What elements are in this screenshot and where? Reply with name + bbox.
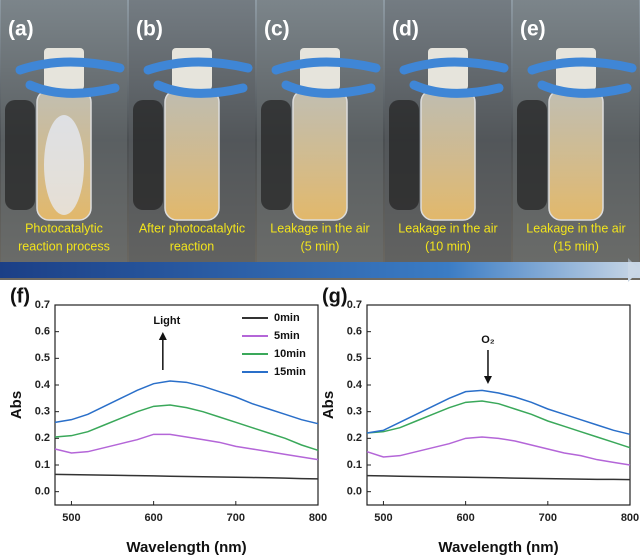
vial — [292, 89, 348, 221]
y-tick-label: 0.4 — [347, 379, 363, 391]
clamp — [143, 57, 253, 98]
stand — [517, 100, 547, 210]
spectrum-line — [54, 380, 319, 425]
x-tick-label: 800 — [309, 512, 327, 524]
y-tick-label: 0.5 — [347, 352, 362, 364]
vial — [164, 89, 220, 221]
vial-cap — [428, 48, 468, 90]
spectrum-line — [366, 400, 631, 449]
vial — [420, 89, 476, 221]
arrow-head — [483, 376, 492, 384]
vial-cap — [556, 48, 596, 90]
spectrum-line — [54, 433, 319, 461]
spectrum-line — [54, 473, 319, 480]
panel-label: (d) — [392, 18, 419, 41]
spectrum-line — [366, 474, 631, 481]
x-tick-label: 600 — [456, 512, 474, 524]
legend-label: 5min — [274, 330, 300, 342]
time-arrow — [0, 262, 640, 278]
vial-cap — [172, 48, 212, 90]
caption: Photocatalytic — [25, 221, 103, 235]
annotation: O₂ — [481, 334, 495, 346]
vial-cap — [44, 48, 84, 90]
y-tick-label: 0.1 — [347, 459, 362, 471]
glow — [44, 115, 84, 215]
y-tick-label: 0.0 — [347, 486, 362, 498]
clamp — [271, 57, 381, 98]
spectrum-line — [54, 404, 319, 452]
panel-label: (f) — [10, 285, 30, 307]
y-tick-label: 0.5 — [35, 352, 50, 364]
annotation: Light — [153, 315, 180, 327]
caption: Leakage in the air — [270, 221, 369, 235]
plot-frame — [54, 304, 319, 506]
stand — [389, 100, 419, 210]
caption: (15 min) — [553, 239, 599, 253]
panel-label: (b) — [136, 18, 163, 41]
spectrum-line — [366, 436, 631, 466]
legend-label: 10min — [274, 348, 306, 360]
y-tick-label: 0.6 — [347, 326, 362, 338]
panel-label: (a) — [8, 18, 34, 41]
caption: reaction process — [18, 239, 110, 253]
y-tick-label: 0.1 — [35, 459, 50, 471]
x-axis-label: Wavelength (nm) — [438, 539, 558, 556]
caption: (10 min) — [425, 239, 471, 253]
vial — [548, 89, 604, 221]
caption: After photocatalytic — [139, 221, 245, 235]
y-tick-label: 0.4 — [35, 379, 51, 391]
x-tick-label: 700 — [227, 512, 245, 524]
y-tick-label: 0.7 — [347, 299, 362, 311]
x-axis-label: Wavelength (nm) — [126, 539, 246, 556]
y-axis-label: Abs — [320, 391, 337, 419]
panel-label: (e) — [520, 18, 546, 41]
clamp — [399, 57, 509, 98]
stand — [5, 100, 35, 210]
y-tick-label: 0.7 — [35, 299, 50, 311]
panel-label: (g) — [322, 285, 348, 307]
y-axis-label: Abs — [8, 391, 25, 419]
x-tick-label: 600 — [144, 512, 162, 524]
y-tick-label: 0.6 — [35, 326, 50, 338]
spectrum-line — [366, 389, 631, 436]
legend-label: 0min — [274, 312, 300, 324]
x-tick-label: 800 — [621, 512, 639, 524]
clamp — [527, 57, 637, 98]
y-tick-label: 0.0 — [35, 486, 50, 498]
caption: Leakage in the air — [526, 221, 625, 235]
arrow-head — [158, 332, 167, 340]
y-tick-label: 0.3 — [347, 406, 362, 418]
x-tick-label: 700 — [539, 512, 557, 524]
y-tick-label: 0.3 — [35, 406, 50, 418]
plot-frame — [366, 304, 631, 506]
stand — [261, 100, 291, 210]
caption: reaction — [170, 239, 215, 253]
panel-label: (c) — [264, 18, 290, 41]
legend-label: 15min — [274, 366, 306, 378]
y-tick-label: 0.2 — [347, 432, 362, 444]
vial-cap — [300, 48, 340, 90]
stand — [133, 100, 163, 210]
y-tick-label: 0.2 — [35, 432, 50, 444]
clamp — [15, 57, 125, 98]
x-tick-label: 500 — [62, 512, 80, 524]
caption: (5 min) — [301, 239, 340, 253]
x-tick-label: 500 — [374, 512, 392, 524]
caption: Leakage in the air — [398, 221, 497, 235]
time-arrow-head — [628, 258, 640, 282]
